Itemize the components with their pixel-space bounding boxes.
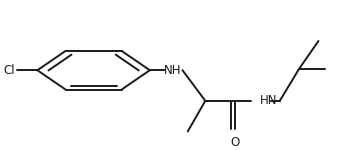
Text: Cl: Cl: [3, 64, 15, 77]
Text: NH: NH: [164, 64, 182, 77]
Text: O: O: [231, 136, 240, 149]
Text: HN: HN: [260, 94, 277, 107]
